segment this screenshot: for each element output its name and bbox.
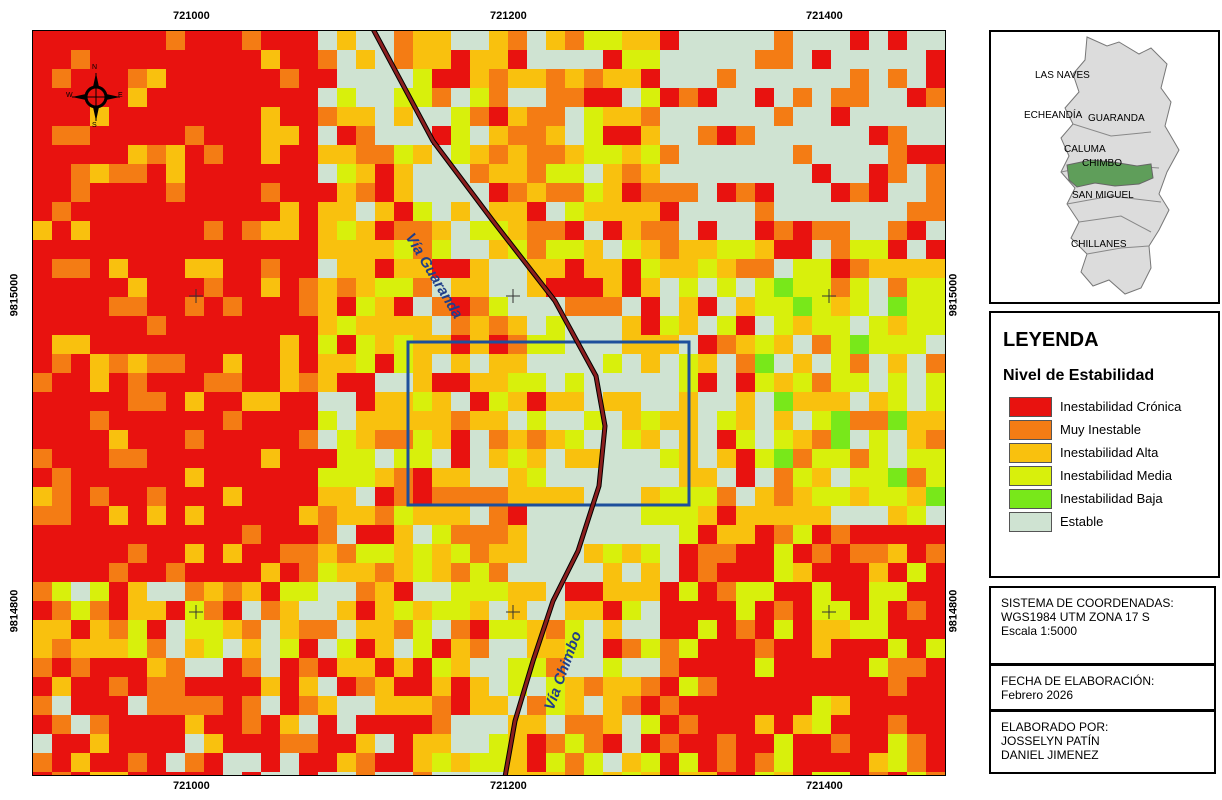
date-box: FECHA DE ELABORACIÓN: Febrero 2026 — [989, 664, 1216, 711]
author-name-2: DANIEL JIMENEZ — [1001, 748, 1099, 762]
coord-bottom-1: 721000 — [173, 780, 210, 792]
map-scale: Escala 1:5000 — [1001, 624, 1078, 638]
stability-map[interactable]: N S E W Vía Guaranda Vía Chimbo — [32, 30, 946, 776]
north-arrow-n: N — [92, 64, 98, 71]
coord-top-3: 721400 — [806, 10, 843, 22]
legend-swatch — [1009, 442, 1052, 463]
legend-label: Inestabilidad Crónica — [1060, 399, 1182, 414]
inset-label-chimbo: CHIMBO — [1082, 158, 1122, 169]
legend-label: Inestabilidad Baja — [1060, 491, 1163, 506]
coordinate-system-value: WGS1984 UTM ZONA 17 S — [1001, 610, 1150, 624]
author-name-1: JOSSELYN PATÍN — [1001, 734, 1100, 748]
legend-swatch — [1009, 396, 1052, 417]
map-overlay — [72, 31, 836, 775]
author-label: ELABORADO POR: — [1001, 720, 1109, 734]
coord-right-2: 9814800 — [947, 589, 960, 633]
north-arrow-s: S — [92, 122, 97, 129]
date-label: FECHA DE ELABORACIÓN: — [1001, 674, 1155, 688]
inset-label-san-miguel: SAN MIGUEL — [1072, 190, 1134, 201]
legend-label: Muy Inestable — [1060, 422, 1141, 437]
study-area-rect — [406, 340, 691, 507]
legend-item: Muy Inestable — [1009, 418, 1181, 441]
legend-swatch — [1009, 511, 1052, 532]
legend: LEYENDA Nivel de Estabilidad Inestabilid… — [989, 311, 1220, 578]
inset-chimbo-area — [1066, 159, 1154, 188]
north-arrow-w: W — [66, 92, 73, 99]
coord-top-2: 721200 — [490, 10, 527, 22]
graticule-crosses — [189, 289, 836, 619]
legend-subtitle: Nivel de Estabilidad — [1003, 367, 1155, 384]
coord-right-1: 9815000 — [947, 273, 960, 317]
legend-swatch — [1009, 465, 1052, 486]
legend-label: Inestabilidad Alta — [1060, 445, 1159, 460]
legend-swatch — [1009, 488, 1052, 509]
legend-item: Inestabilidad Crónica — [1009, 395, 1181, 418]
inset-label-caluma: CALUMA — [1064, 144, 1106, 155]
legend-item: Inestabilidad Alta — [1009, 441, 1181, 464]
coord-bottom-3: 721400 — [806, 780, 843, 792]
north-arrow-e: E — [118, 92, 123, 99]
legend-swatch — [1009, 419, 1052, 440]
coord-left-1: 9815000 — [8, 273, 21, 317]
coord-left-2: 9814800 — [8, 589, 21, 633]
inset-label-chillanes: CHILLANES — [1071, 239, 1127, 250]
legend-item: Inestabilidad Media — [1009, 464, 1181, 487]
coord-top-1: 721000 — [173, 10, 210, 22]
inset-map: LAS NAVES ECHEANDÍA GUARANDA CALUMA CHIM… — [989, 30, 1220, 304]
legend-item: Inestabilidad Baja — [1009, 487, 1181, 510]
legend-label: Estable — [1060, 514, 1104, 529]
legend-list: Inestabilidad Crónica Muy Inestable Inesta… — [1009, 395, 1181, 533]
date-value: Febrero 2026 — [1001, 688, 1074, 702]
coordinate-system-box: SISTEMA DE COORDENADAS: WGS1984 UTM ZONA… — [989, 586, 1216, 665]
inset-province-shape — [1060, 36, 1180, 295]
inset-label-las-naves: LAS NAVES — [1035, 70, 1090, 81]
legend-title: LEYENDA — [1003, 329, 1099, 351]
legend-item: Estable — [1009, 510, 1181, 533]
stability-raster — [33, 31, 945, 775]
inset-label-echeandia: ECHEANDÍA — [1024, 110, 1083, 121]
legend-label: Inestabilidad Media — [1060, 468, 1173, 483]
north-arrow-icon — [72, 73, 120, 121]
coord-bottom-2: 721200 — [490, 780, 527, 792]
coordinate-system-label: SISTEMA DE COORDENADAS: — [1001, 596, 1174, 610]
inset-label-guaranda: GUARANDA — [1088, 113, 1145, 124]
author-box: ELABORADO POR: JOSSELYN PATÍN DANIEL JIM… — [989, 710, 1216, 774]
